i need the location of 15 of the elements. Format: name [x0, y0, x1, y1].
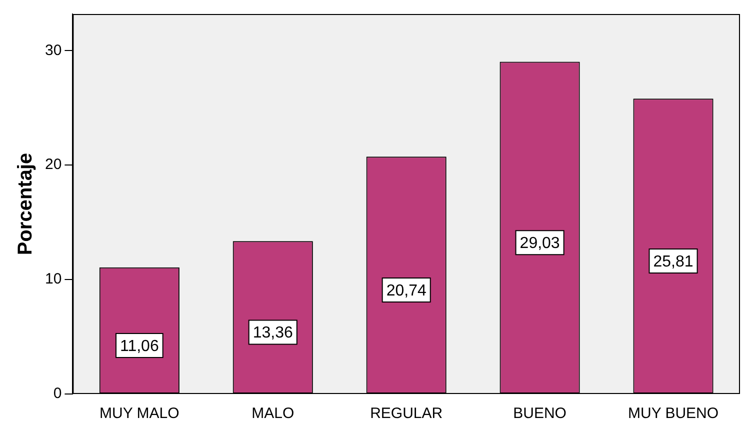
- y-tick-label: 30: [44, 42, 62, 59]
- y-axis-title: Porcentaje: [14, 152, 37, 256]
- data-label: 11,06: [120, 338, 159, 355]
- data-label: 13,36: [252, 324, 293, 342]
- y-tick-label: 10: [44, 270, 62, 288]
- y-tick-label: 20: [44, 156, 62, 174]
- x-tick-label: REGULAR: [370, 405, 443, 422]
- x-tick-label: BUENO: [513, 405, 566, 422]
- x-tick-label: MUY MALO: [100, 405, 180, 422]
- x-tick-label: MALO: [252, 405, 294, 422]
- x-tick-label: MUY BUENO: [628, 405, 719, 422]
- y-tick-label: 0: [53, 385, 62, 402]
- data-label: 29,03: [520, 235, 560, 252]
- data-label: 25,81: [653, 253, 694, 270]
- data-label: 20,74: [386, 282, 426, 300]
